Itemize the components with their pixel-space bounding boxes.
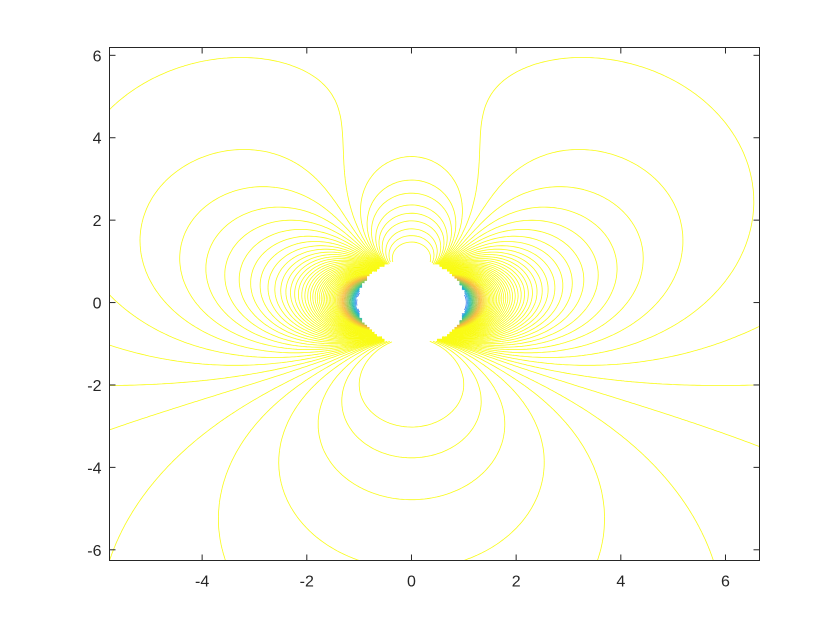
contour-line [285,254,538,339]
contour-line [259,241,564,342]
contour-line [139,149,684,354]
x-tick-label: -2 [300,574,314,591]
contour-line [310,264,513,336]
y-tick-label: -6 [87,543,101,560]
contour-line [274,248,549,340]
contour-line [352,284,471,320]
y-axis: -6 -4 -2 0 2 4 6 [87,48,760,560]
y-tick-label: -2 [87,378,101,395]
y-tick-label: 2 [93,213,102,230]
x-tick-label: -4 [195,574,209,591]
contour-line [322,269,501,334]
contour-line [224,219,599,346]
contour-line [267,245,556,341]
y-tick-label: 0 [93,296,102,313]
contour-line [350,282,473,322]
contour-line [341,235,482,459]
contour-line [353,286,470,319]
x-tick-label: 6 [721,574,730,591]
contour-line [318,268,505,335]
contour-line [307,263,516,336]
contour-line [109,156,760,366]
contour-line [356,292,467,315]
contour-line [312,265,511,336]
contour-line [331,272,492,332]
contour-line [278,220,545,561]
y-tick-label: 6 [93,48,102,65]
contour-line [179,186,644,350]
contour-line [109,179,760,386]
x-axis: -4 -2 0 2 4 6 [195,47,730,591]
contour-line [294,258,529,338]
contour-line [349,281,474,324]
y-tick-label: 4 [93,131,102,148]
contour-line [250,235,573,343]
axes-box [109,47,760,561]
contour-line [351,283,472,322]
contour-line [354,286,469,317]
contour-line [280,251,543,340]
contour-line [358,241,465,428]
x-tick-label: 2 [512,574,521,591]
contour-line [218,212,605,561]
y-tick-label: -4 [87,460,101,477]
contour-line [290,256,533,339]
plot-area [109,47,759,560]
x-tick-label: 0 [407,574,416,591]
contour-line [316,267,507,335]
contour-line [355,289,468,316]
contour-line [348,281,475,324]
contour-line [205,206,618,348]
contour-line [304,262,519,337]
contour-lines [109,57,760,561]
contour-line [317,228,506,501]
contour-line [301,261,522,337]
x-tick-label: 4 [616,574,625,591]
